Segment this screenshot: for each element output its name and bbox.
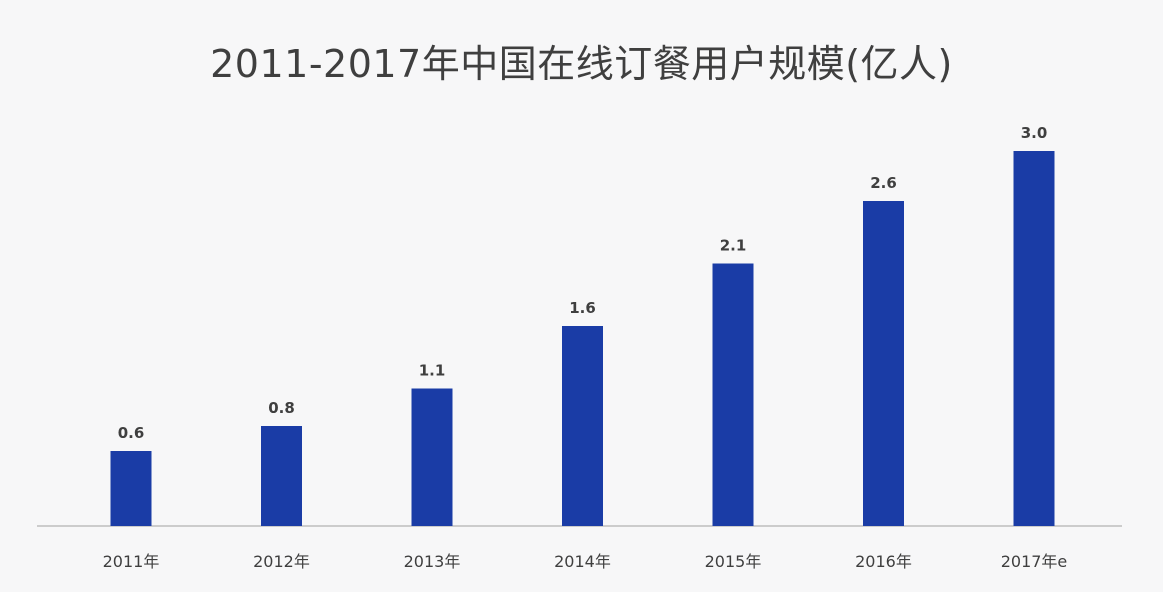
value-label: 0.8 (268, 399, 295, 417)
bar-2017年e (1013, 151, 1055, 526)
tick-labels-layer: 2011年 2012年 2013年 2014年 2015年 2016年 2017年e (103, 552, 1068, 571)
bar-2013年 (411, 388, 453, 526)
bar-2014年 (562, 326, 603, 526)
bars-layer (110, 151, 1055, 526)
bar-2016年 (863, 201, 904, 526)
x-tick-label: 2015年 (705, 552, 762, 571)
value-labels-layer: 0.6 0.8 1.1 1.6 2.1 2.6 3.0 (118, 124, 1048, 442)
value-label: 3.0 (1021, 124, 1048, 142)
bar-2012年 (261, 426, 302, 526)
value-label: 2.1 (720, 237, 747, 255)
value-label: 1.1 (419, 362, 446, 380)
value-label: 0.6 (118, 424, 145, 442)
x-tick-label: 2013年 (404, 552, 461, 571)
bar-2011年 (110, 451, 152, 526)
value-label: 2.6 (870, 174, 897, 192)
x-tick-label: 2014年 (554, 552, 611, 571)
x-tick-label: 2011年 (103, 552, 160, 571)
x-tick-label: 2016年 (855, 552, 912, 571)
value-label: 1.6 (569, 299, 596, 317)
x-tick-label: 2012年 (253, 552, 310, 571)
x-tick-label: 2017年e (1001, 552, 1068, 571)
bar-2015年 (712, 263, 754, 526)
chart-title: 2011-2017年中国在线订餐用户规模(亿人) (210, 42, 953, 86)
